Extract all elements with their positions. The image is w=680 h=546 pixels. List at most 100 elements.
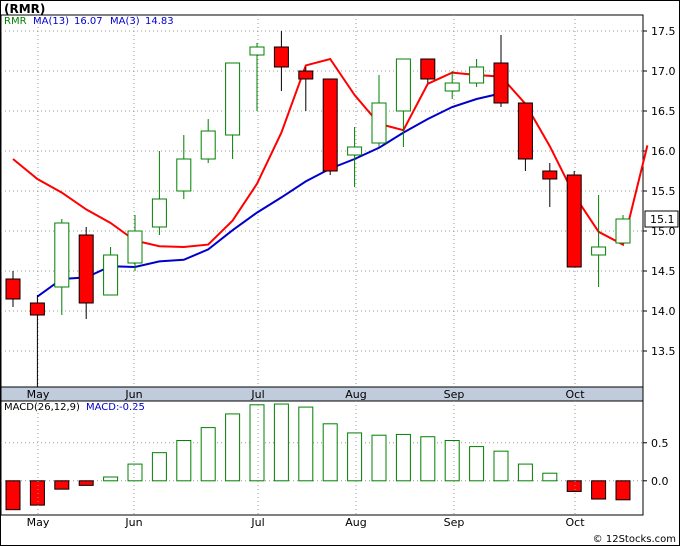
candle-body [200,130,216,160]
candle [542,163,558,207]
candle [615,215,631,244]
macd-bar-positive [322,423,338,482]
candle [103,247,119,296]
last-price-box [644,210,679,228]
candle [517,102,533,171]
macd-bar-positive [200,427,216,482]
macd-bar-positive [542,472,558,482]
macd-bar-positive [444,440,460,482]
macd-month-label: Jul [250,516,264,529]
macd-bar-positive [249,404,265,482]
price-y-tick-label: 17.0 [651,65,676,78]
macd-y-tick-label: 0.5 [651,437,669,450]
candle-body [591,246,607,256]
candle-body [103,254,119,296]
price-month-label: Jun [124,388,142,401]
candle-body [5,278,21,300]
macd-bar-positive [103,476,119,482]
macd-bar-positive [151,452,167,482]
ma3-line [12,57,649,249]
macd-month-labels: May Jun Jul Aug Sep Oct [27,401,585,529]
macd-bar-negative [29,480,45,506]
macd-bar-positive [273,403,289,482]
price-month-label: Aug [345,388,366,401]
candle-body [54,222,70,288]
legend-ma3-value: 14.83 [145,16,174,27]
candle [298,67,314,111]
macd-histogram [5,403,631,511]
macd-bar-positive [420,436,436,482]
price-y-tick-label: 15.0 [651,225,676,238]
candle-body [273,46,289,68]
candle-body [347,146,363,156]
price-plot-area [0,14,644,388]
macd-bar-positive [347,432,363,482]
candle [469,59,485,87]
macd-bar-negative [615,480,631,501]
candle-body [127,230,143,264]
macd-month-label: Sep [444,516,465,529]
macd-month-label: Jun [124,516,142,529]
legend-ma3-label: MA(3) [110,16,140,27]
macd-legend: MACD(26,12,9) MACD: -0.25 [4,402,145,413]
candle [273,31,289,91]
candle-body [371,102,387,144]
candle [322,78,338,175]
macd-bar-positive [176,440,192,482]
candle-body [542,170,558,180]
footer-copyright: © 12Stocks.com [593,534,676,545]
candle [5,271,21,307]
price-month-labels: May Jun Jul Aug Sep Oct [27,388,586,401]
candle [566,171,582,268]
candle-body [29,302,45,316]
candle [371,75,387,147]
candle-body [249,46,265,56]
macd-bar-positive [395,433,411,482]
macd-plot-area [0,400,644,516]
price-y-tick-label: 14.0 [651,305,676,318]
candle-body [517,102,533,160]
candle-body [469,66,485,84]
macd-panel: 0.0 0.5 MACD(26,12,9) MACD: -0.25 May Jun J… [0,400,669,529]
ma3-series [12,57,649,249]
candle [151,151,167,235]
macd-bar-positive [225,413,241,482]
candle [176,135,192,199]
macd-bar-positive [493,450,509,482]
candle [395,58,411,147]
legend-ma13-label: MA(13) [33,16,69,27]
macd-month-label: Aug [345,516,366,529]
macd-bar-positive [127,463,143,482]
candle-body [225,62,241,136]
candle [420,58,436,83]
candle-body [420,58,436,80]
candlestick-series [5,31,631,387]
candle [225,62,241,159]
candle [249,43,265,111]
candle [200,119,216,163]
candle [54,219,70,315]
candle-body [322,78,338,172]
candle [444,71,460,99]
macd-legend-label: MACD(26,12,9) [4,402,80,413]
candle-body [298,70,314,80]
price-y-tick-label: 13.5 [651,345,676,358]
price-panel: 13.5 14.0 14.5 15.0 15.5 16.0 16.5 17.0 17.5 RMR… [0,14,679,402]
macd-bar-negative [5,480,21,511]
candle [78,227,94,319]
legend-ticker: RMR [4,16,27,27]
price-y-tick-label: 14.5 [651,265,676,278]
macd-month-label: May [27,516,50,529]
price-month-band [0,386,644,402]
macd-bar-negative [591,480,607,500]
macd-bar-negative [54,480,70,490]
macd-month-label: Oct [565,516,585,529]
macd-bar-positive [371,434,387,482]
price-month-label: Oct [565,388,585,401]
macd-y-axis: 0.0 0.5 [643,437,669,488]
macd-legend-value-label: MACD: [86,402,119,413]
macd-bar-positive [469,446,485,482]
candle-body [176,158,192,192]
candle [591,195,607,287]
